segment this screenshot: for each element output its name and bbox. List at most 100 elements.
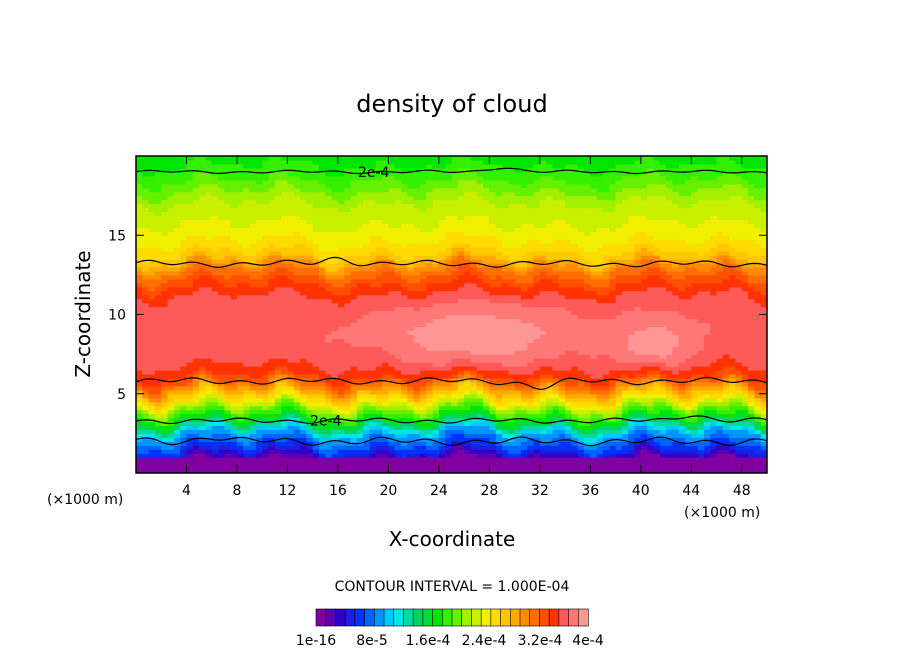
field-cell bbox=[735, 322, 743, 327]
field-cell bbox=[539, 389, 547, 395]
field-cell bbox=[464, 441, 472, 446]
field-cell bbox=[678, 354, 686, 359]
field-cell bbox=[407, 461, 415, 466]
field-cell bbox=[180, 366, 188, 371]
field-cell bbox=[154, 362, 162, 367]
field-cell bbox=[167, 373, 175, 379]
field-cell bbox=[413, 445, 421, 450]
field-cell bbox=[722, 318, 730, 324]
field-cell bbox=[602, 274, 610, 280]
field-cell bbox=[218, 373, 225, 379]
field-cell bbox=[653, 338, 661, 343]
field-cell bbox=[432, 334, 440, 339]
field-cell bbox=[558, 417, 566, 423]
field-cell bbox=[476, 453, 484, 458]
field-cell bbox=[281, 274, 289, 280]
field-cell bbox=[218, 409, 225, 415]
field-cell bbox=[318, 437, 326, 442]
field-cell bbox=[451, 389, 459, 395]
field-cell bbox=[483, 437, 490, 442]
field-cell bbox=[363, 274, 371, 280]
field-cell bbox=[445, 330, 453, 335]
field-cell bbox=[363, 358, 371, 363]
field-cell bbox=[394, 393, 402, 399]
field-cell bbox=[653, 362, 661, 367]
field-cell bbox=[293, 286, 301, 292]
field-cell bbox=[356, 421, 364, 427]
field-cell bbox=[192, 366, 200, 371]
field-cell bbox=[558, 286, 566, 292]
field-cell bbox=[602, 290, 610, 296]
field-cell bbox=[268, 441, 276, 446]
field-cell bbox=[369, 318, 377, 324]
field-cell bbox=[464, 274, 472, 280]
field-cell bbox=[413, 457, 421, 462]
field-cell bbox=[211, 294, 219, 300]
field-cell bbox=[508, 445, 516, 450]
field-cell bbox=[710, 298, 718, 304]
field-cell bbox=[281, 385, 289, 391]
field-cell bbox=[136, 278, 143, 284]
field-cell bbox=[539, 385, 547, 391]
field-cell bbox=[375, 342, 383, 347]
field-cell bbox=[142, 465, 150, 470]
field-cell bbox=[741, 310, 749, 316]
field-cell bbox=[199, 369, 207, 375]
field-cell bbox=[382, 453, 389, 458]
field-cell bbox=[243, 354, 251, 359]
field-cell bbox=[691, 469, 699, 473]
field-cell bbox=[438, 389, 446, 395]
field-cell bbox=[571, 453, 579, 458]
field-cell bbox=[243, 377, 251, 383]
field-cell bbox=[558, 421, 566, 427]
field-cell bbox=[501, 433, 509, 438]
field-cell bbox=[539, 302, 547, 308]
field-cell bbox=[716, 373, 724, 379]
field-cell bbox=[142, 369, 150, 375]
field-cell bbox=[438, 417, 446, 423]
field-cell bbox=[552, 393, 560, 399]
field-cell bbox=[325, 401, 333, 407]
field-cell bbox=[394, 354, 402, 359]
field-cell bbox=[407, 318, 415, 324]
field-cell bbox=[407, 286, 415, 292]
field-cell bbox=[584, 322, 591, 327]
field-cell bbox=[180, 441, 188, 446]
field-cell bbox=[716, 298, 724, 304]
field-cell bbox=[167, 342, 175, 347]
field-cell bbox=[388, 362, 396, 367]
field-cell bbox=[173, 318, 181, 324]
field-cell bbox=[571, 306, 579, 312]
field-cell bbox=[621, 310, 629, 316]
field-cell bbox=[180, 421, 188, 427]
field-cell bbox=[483, 385, 490, 391]
field-cell bbox=[716, 389, 724, 395]
field-cell bbox=[760, 278, 767, 284]
field-cell bbox=[451, 338, 459, 343]
field-cell bbox=[672, 373, 680, 379]
field-cell bbox=[584, 334, 591, 339]
field-cell bbox=[432, 417, 440, 423]
field-cell bbox=[236, 385, 244, 391]
field-cell bbox=[255, 461, 263, 466]
field-cell bbox=[546, 278, 554, 284]
field-cell bbox=[621, 278, 629, 284]
field-cell bbox=[148, 465, 156, 470]
field-cell bbox=[666, 429, 673, 434]
field-cell bbox=[501, 310, 509, 316]
field-cell bbox=[729, 334, 737, 339]
field-cell bbox=[382, 461, 389, 466]
field-cell bbox=[186, 421, 194, 427]
field-cell bbox=[754, 381, 762, 387]
field-cell bbox=[173, 437, 181, 442]
field-cell bbox=[274, 338, 282, 343]
field-cell bbox=[388, 425, 396, 431]
field-cell bbox=[281, 298, 289, 304]
field-cell bbox=[716, 294, 724, 300]
field-cell bbox=[703, 310, 711, 316]
field-cell bbox=[514, 366, 522, 371]
field-cell bbox=[230, 286, 238, 292]
field-cell bbox=[596, 350, 604, 355]
field-cell bbox=[558, 429, 566, 434]
field-cell bbox=[356, 401, 364, 407]
